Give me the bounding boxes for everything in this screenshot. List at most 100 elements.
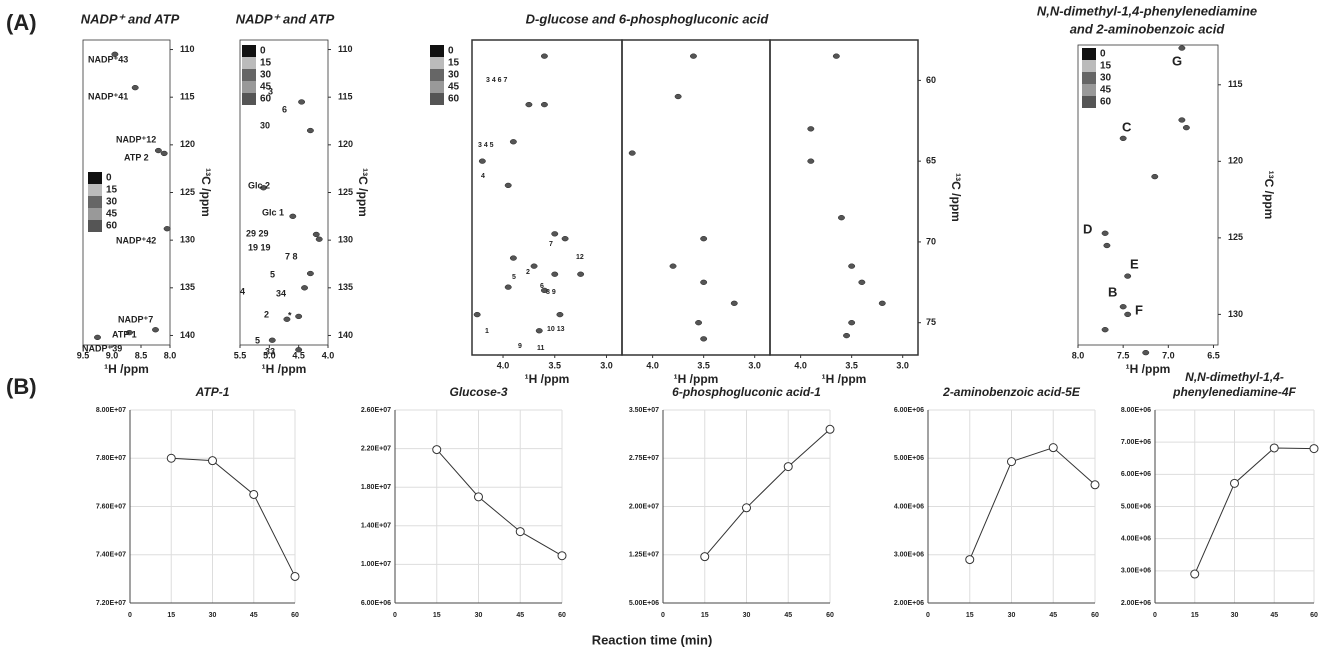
peak bbox=[530, 263, 538, 269]
y-tick-label: 1.80E+07 bbox=[361, 484, 391, 491]
peak bbox=[700, 279, 708, 285]
y-tick-label: 5.00E+06 bbox=[894, 455, 924, 462]
x-tick-label: 60 bbox=[291, 612, 299, 619]
peak-annotation: 5 bbox=[270, 269, 275, 279]
x-tick-label: 3.0 bbox=[600, 360, 613, 370]
peak bbox=[1142, 350, 1150, 356]
legend-swatch bbox=[1082, 48, 1096, 60]
peak-annotation: * bbox=[288, 310, 292, 320]
peak bbox=[1103, 242, 1111, 249]
peak bbox=[295, 313, 303, 320]
peak bbox=[260, 185, 267, 191]
y-tick-label: 7.40E+07 bbox=[96, 552, 126, 559]
x-tick-label: 45 bbox=[1049, 612, 1057, 619]
data-point bbox=[249, 489, 259, 499]
y-tick-label: 7.80E+07 bbox=[96, 455, 126, 462]
peak-annotation: 2 bbox=[264, 309, 269, 319]
x-tick-label: 45 bbox=[250, 612, 258, 619]
y-tick-label: 130 bbox=[338, 235, 353, 245]
data-point bbox=[208, 456, 217, 466]
y-tick-label: 1.00E+07 bbox=[361, 561, 391, 568]
x-tick-label: 9.0 bbox=[106, 350, 119, 360]
legend-label: 45 bbox=[106, 209, 118, 220]
peak-annotation: G bbox=[1172, 53, 1182, 68]
peak bbox=[689, 53, 697, 59]
peak-annotation: 9 bbox=[518, 343, 522, 350]
peak bbox=[540, 287, 548, 294]
x-axis-label: ¹H /ppm bbox=[262, 362, 307, 376]
y-tick-label: 70 bbox=[926, 236, 936, 246]
y-tick-label: 2.75E+07 bbox=[629, 455, 659, 462]
x-tick-label: 15 bbox=[966, 612, 974, 619]
x-tick-label: 60 bbox=[558, 612, 566, 619]
y-tick-label: 1.25E+07 bbox=[629, 552, 659, 559]
peak bbox=[1119, 135, 1127, 142]
peak bbox=[540, 53, 548, 59]
legend-swatch bbox=[1082, 84, 1096, 96]
peak-annotation: ATP 1 bbox=[112, 329, 137, 339]
data-point bbox=[1190, 569, 1200, 579]
data-point bbox=[1007, 457, 1016, 467]
peak-annotation: 6 bbox=[282, 104, 287, 114]
peak bbox=[1178, 45, 1186, 51]
x-tick-label: 15 bbox=[167, 612, 175, 619]
y-tick-label: 5.00E+06 bbox=[1121, 503, 1151, 510]
y-tick-label: 3.00E+06 bbox=[1121, 568, 1151, 575]
legend-label: 60 bbox=[448, 94, 460, 105]
peak bbox=[1119, 304, 1127, 310]
x-tick-label: 4.0 bbox=[497, 360, 510, 370]
peak bbox=[858, 279, 866, 285]
legend-swatch bbox=[430, 45, 444, 57]
legend-label: 60 bbox=[1100, 97, 1112, 108]
peak bbox=[1101, 230, 1109, 236]
peak bbox=[163, 226, 171, 232]
x-tick-label: 15 bbox=[701, 612, 709, 619]
legend-swatch bbox=[242, 81, 256, 93]
y-tick-label: 110 bbox=[180, 44, 195, 54]
x-tick-label: 4.0 bbox=[794, 360, 807, 370]
series-line bbox=[436, 449, 563, 557]
peak bbox=[556, 311, 564, 318]
y-tick-label: 8.00E+07 bbox=[96, 407, 126, 414]
x-tick-label: 4.0 bbox=[322, 350, 335, 360]
x-tick-label: 45 bbox=[1270, 612, 1278, 619]
y-tick-label: 115 bbox=[180, 92, 195, 102]
peak bbox=[832, 53, 840, 59]
x-axis-label: ¹H /ppm bbox=[525, 372, 570, 386]
y-tick-label: 2.60E+07 bbox=[361, 407, 391, 414]
peak-annotation: 33 bbox=[265, 346, 275, 356]
series-line bbox=[704, 428, 831, 558]
peak bbox=[525, 101, 533, 108]
data-point bbox=[965, 555, 975, 565]
x-tick-label: 8.0 bbox=[1072, 350, 1085, 360]
y-tick-label: 2.00E+07 bbox=[629, 503, 659, 510]
x-axis-label: ¹H /ppm bbox=[822, 372, 867, 386]
data-point bbox=[1230, 478, 1239, 488]
peak bbox=[125, 329, 133, 336]
legend-swatch bbox=[430, 81, 444, 93]
peak bbox=[473, 311, 481, 318]
peak bbox=[131, 85, 139, 91]
legend-label: 0 bbox=[448, 46, 454, 57]
peak-annotation: 7 8 bbox=[285, 251, 298, 261]
peak-annotation: 30 bbox=[260, 120, 270, 130]
y-tick-label: 120 bbox=[1228, 156, 1243, 166]
legend-swatch bbox=[430, 93, 444, 105]
y-tick-label: 110 bbox=[338, 44, 353, 54]
x-tick-label: 3.5 bbox=[549, 360, 562, 370]
panel-label: (A) bbox=[6, 10, 37, 35]
x-tick-label: 15 bbox=[433, 612, 441, 619]
legend-label: 15 bbox=[260, 58, 272, 69]
x-tick-label: 5.5 bbox=[234, 350, 247, 360]
peak bbox=[152, 327, 159, 333]
peak bbox=[561, 236, 569, 242]
y-tick-label: 6.00E+06 bbox=[894, 407, 924, 414]
peak bbox=[301, 285, 308, 291]
data-point bbox=[1090, 480, 1100, 490]
series-line bbox=[1194, 447, 1315, 575]
legend-swatch bbox=[88, 196, 102, 208]
chart-title: Glucose-3 bbox=[449, 385, 507, 399]
legend-label: 0 bbox=[106, 173, 112, 184]
peak bbox=[295, 347, 303, 353]
x-tick-label: 3.5 bbox=[845, 360, 858, 370]
